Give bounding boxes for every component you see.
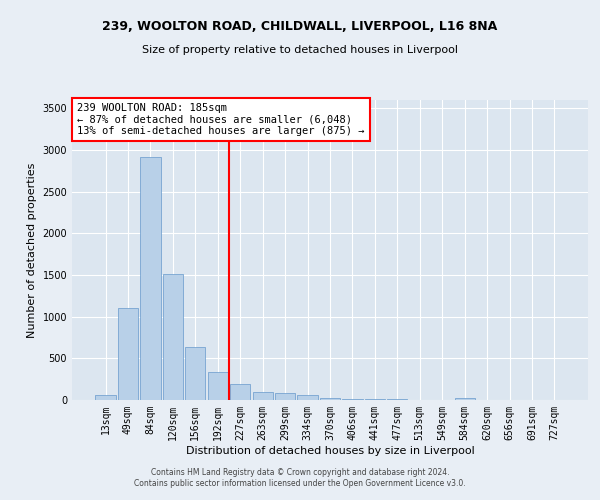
Bar — [118, 308, 138, 400]
Bar — [275, 393, 295, 400]
Bar — [95, 396, 116, 400]
Text: 239 WOOLTON ROAD: 185sqm
← 87% of detached houses are smaller (6,048)
13% of sem: 239 WOOLTON ROAD: 185sqm ← 87% of detach… — [77, 103, 365, 136]
Bar — [230, 384, 250, 400]
Y-axis label: Number of detached properties: Number of detached properties — [27, 162, 37, 338]
X-axis label: Distribution of detached houses by size in Liverpool: Distribution of detached houses by size … — [185, 446, 475, 456]
Bar — [320, 398, 340, 400]
Text: 239, WOOLTON ROAD, CHILDWALL, LIVERPOOL, L16 8NA: 239, WOOLTON ROAD, CHILDWALL, LIVERPOOL,… — [103, 20, 497, 33]
Text: Size of property relative to detached houses in Liverpool: Size of property relative to detached ho… — [142, 45, 458, 55]
Bar — [208, 372, 228, 400]
Bar — [253, 392, 273, 400]
Text: Contains HM Land Registry data © Crown copyright and database right 2024.
Contai: Contains HM Land Registry data © Crown c… — [134, 468, 466, 487]
Bar — [298, 396, 317, 400]
Bar — [140, 156, 161, 400]
Bar — [365, 399, 385, 400]
Bar — [455, 398, 475, 400]
Bar — [343, 399, 362, 400]
Bar — [163, 274, 183, 400]
Bar — [185, 346, 205, 400]
